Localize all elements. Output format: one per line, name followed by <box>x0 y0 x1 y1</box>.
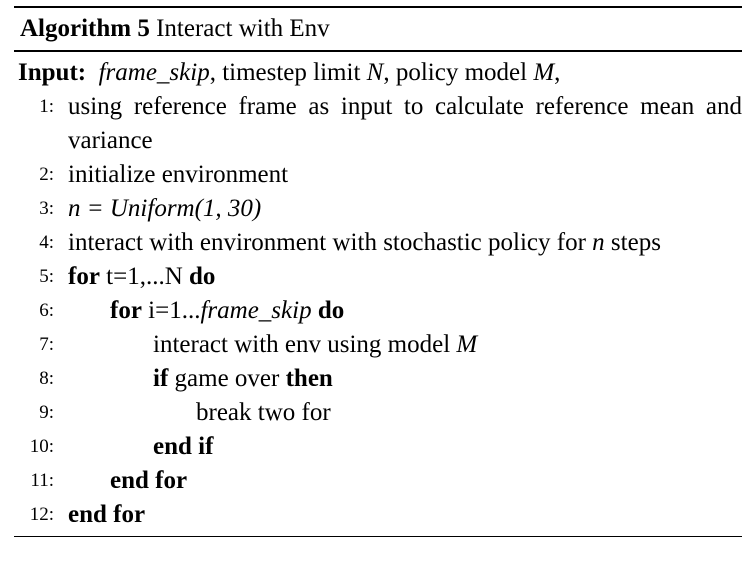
line-text: for t=1,...N do <box>68 260 742 294</box>
algorithm-line-9: 9: break two for <box>14 396 742 430</box>
algorithm-caption: Algorithm 5 Interact with Env <box>14 8 742 50</box>
keyword-if: if <box>153 364 169 392</box>
line-text: break two for <box>196 398 331 426</box>
line-text-a: interact with env using model <box>153 330 457 358</box>
line-number: 9: <box>39 401 54 423</box>
line-number: 7: <box>39 333 54 355</box>
caption-rule <box>14 50 742 52</box>
algorithm-line-3: 3: n = Uniform(1, 30) <box>14 192 742 226</box>
line-number: 5: <box>39 265 54 287</box>
algorithm-title: Interact with Env <box>156 15 330 42</box>
input-text-end: , <box>554 58 561 86</box>
line-text: if game over then <box>153 362 742 396</box>
line-number: 3: <box>39 197 54 219</box>
line-number: 11: <box>30 469 54 491</box>
input-var-n: N <box>366 58 384 86</box>
algorithm-line-10: 10: end if <box>14 430 742 464</box>
condition-text: game over <box>168 364 286 392</box>
line-number: 2: <box>39 163 54 185</box>
line-text: for i=1...frame_skip do <box>110 294 742 328</box>
algorithm-line-5: 5: for t=1,...N do <box>14 260 742 294</box>
input-text-timestep: , timestep limit <box>209 58 367 86</box>
top-rule <box>14 6 742 8</box>
line-number: 1: <box>39 95 54 117</box>
line-text: using reference frame as input to calcul… <box>68 92 742 154</box>
line-text-a: interact with environment with stochasti… <box>68 228 593 256</box>
algorithm-line-1: 1: using reference frame as input to cal… <box>14 90 742 158</box>
keyword-end-if: end if <box>153 432 214 460</box>
algorithm-line-4: 4: interact with environment with stocha… <box>14 226 742 260</box>
line-text: initialize environment <box>68 160 289 188</box>
algorithm-line-11: 11: end for <box>14 464 742 498</box>
line-var-n: n <box>592 228 605 256</box>
keyword-do: do <box>189 262 216 290</box>
loop-range: t=1,...N <box>99 262 190 290</box>
keyword-end-for: end for <box>68 500 146 528</box>
input-var-frame-skip: frame_skip <box>98 58 210 86</box>
input-keyword: Input: <box>18 58 87 86</box>
line-text: interact with environment with stochasti… <box>68 226 742 260</box>
line-text: interact with env using model M <box>153 328 742 362</box>
loop-range: i=1... <box>141 296 201 324</box>
algorithm-label: Algorithm 5 <box>20 15 150 42</box>
algorithm-line-2: 2: initialize environment <box>14 158 742 192</box>
input-var-m: M <box>533 58 555 86</box>
algorithm-line-7: 7: interact with env using model M <box>14 328 742 362</box>
keyword-do: do <box>317 296 345 324</box>
algorithm-line-8: 8: if game over then <box>14 362 742 396</box>
bottom-rule <box>14 535 742 537</box>
line-number: 4: <box>39 231 54 253</box>
line-math: n = Uniform(1, 30) <box>68 194 262 222</box>
line-var-m: M <box>456 330 478 358</box>
input-line: Input: frame_skip, timestep limit N, pol… <box>14 52 742 90</box>
line-text-b: steps <box>610 228 661 256</box>
keyword-for: for <box>68 262 100 290</box>
algorithm-line-12: 12: end for <box>14 498 742 532</box>
keyword-for: for <box>110 296 142 324</box>
line-number: 10: <box>29 435 54 457</box>
line-number: 8: <box>39 367 54 389</box>
input-text-policy: , policy model <box>383 58 534 86</box>
line-number: 12: <box>29 503 54 525</box>
algorithm-block: Algorithm 5 Interact with Env Input: fra… <box>14 6 742 537</box>
line-number: 6: <box>39 299 54 321</box>
keyword-end-for: end for <box>110 466 188 494</box>
loop-var-frame-skip: frame_skip <box>200 296 312 324</box>
algorithm-line-6: 6: for i=1...frame_skip do <box>14 294 742 328</box>
keyword-then: then <box>285 364 333 392</box>
